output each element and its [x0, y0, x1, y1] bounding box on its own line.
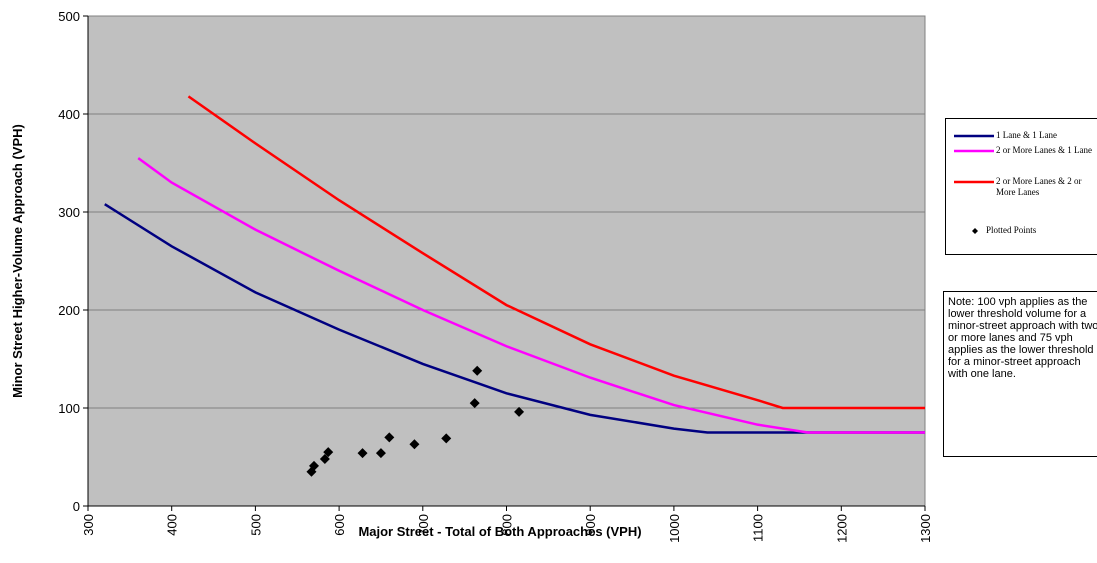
legend: 1 Lane & 1 Lane 2 or More Lanes & 1 Lane 2…: [945, 118, 1097, 255]
data-point: [375, 448, 386, 459]
data-point: [469, 398, 480, 409]
data-point: [472, 365, 483, 376]
legend-label: 1 Lane & 1 Lane: [996, 130, 1057, 140]
data-point: [319, 453, 330, 464]
x-tick-label: 300: [81, 514, 96, 536]
x-tick-label: 1100: [751, 514, 766, 542]
legend-symbols: [954, 134, 994, 234]
series-line: [187, 95, 925, 410]
legend-marker: [972, 228, 978, 234]
legend-label: 2 or More Lanes & 2 or More Lanes: [996, 176, 1082, 197]
x-tick-label: 1300: [918, 514, 933, 543]
data-point: [357, 448, 368, 459]
x-axis-title: Major Street - Total of Both Approaches …: [358, 524, 641, 539]
y-axis-title: Minor Street Higher-Volume Approach (VPH…: [10, 124, 25, 398]
data-point: [384, 432, 395, 443]
data-point: [441, 433, 452, 444]
x-tick-label: 900: [583, 514, 598, 536]
series-line: [104, 203, 925, 434]
y-tick-label: 200: [58, 303, 80, 318]
legend-label: 2 or More Lanes & 1 Lane: [996, 145, 1092, 155]
y-tick-label: 100: [58, 401, 80, 416]
x-tick-label: 700: [416, 514, 431, 536]
data-point: [514, 406, 525, 417]
y-tick-label: 400: [58, 107, 80, 122]
legend-label: Plotted Points: [986, 225, 1037, 235]
x-tick-label: 1000: [667, 514, 682, 543]
series-line: [137, 157, 925, 434]
x-tick-label: 1200: [834, 514, 849, 543]
x-tick-label: 600: [332, 514, 347, 536]
x-tick-label: 500: [248, 514, 263, 536]
y-tick-label: 500: [58, 9, 80, 24]
plot-area: [87, 15, 926, 507]
data-point: [409, 439, 420, 450]
note-box: Note: 100 vph applies as the lower thres…: [943, 291, 1097, 457]
note-text: Note: 100 vph applies as the lower thres…: [948, 296, 1097, 380]
y-tick-label: 0: [73, 499, 80, 514]
data-point: [323, 447, 334, 458]
x-tick-label: 800: [500, 514, 515, 536]
y-tick-label: 300: [58, 205, 80, 220]
x-tick-label: 400: [165, 514, 180, 536]
data-point: [308, 460, 319, 471]
